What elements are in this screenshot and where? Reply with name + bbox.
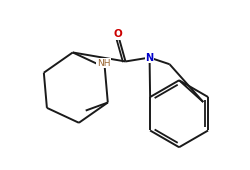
- Text: N: N: [145, 53, 153, 63]
- Text: NH: NH: [96, 59, 110, 68]
- Text: O: O: [113, 29, 122, 39]
